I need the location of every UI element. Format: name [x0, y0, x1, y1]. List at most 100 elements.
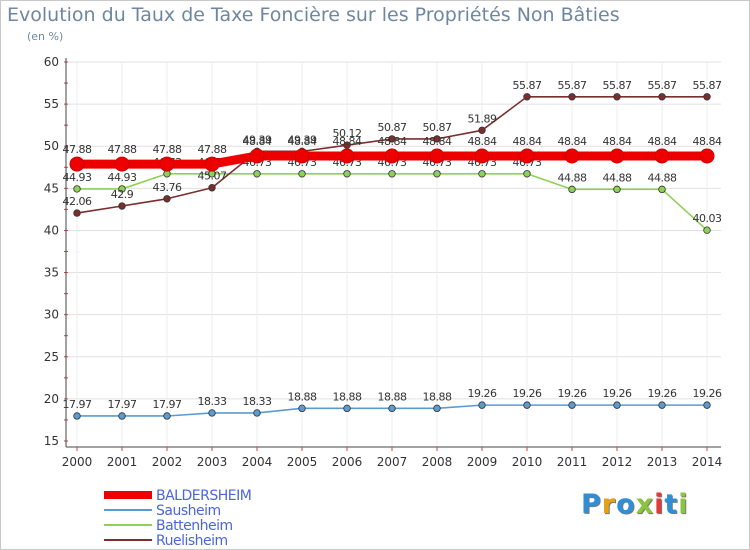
series-ruelisheim: 42.06 42.9 43.76 45.07 49.39 49.39 50.12 50.87 5…: [63, 79, 722, 217]
data-point: [204, 156, 220, 172]
data-point: [564, 148, 580, 164]
data-point: [73, 412, 81, 420]
data-point: [298, 170, 306, 178]
x-tick-label: 2003: [197, 455, 228, 469]
y-tick-label: 20: [44, 392, 59, 406]
data-label: 40.03: [693, 212, 722, 225]
data-label: 19.26: [603, 387, 632, 400]
x-tick-label: 2008: [422, 455, 453, 469]
x-tick-label: 2004: [242, 455, 273, 469]
data-label: 18.88: [333, 390, 362, 403]
logo-letter: x: [635, 489, 655, 520]
data-label: 48.84: [423, 135, 452, 148]
y-tick-label: 40: [44, 223, 59, 237]
data-point: [654, 148, 670, 164]
data-label: 55.87: [603, 79, 632, 92]
data-label: 47.88: [108, 143, 137, 156]
data-point: [699, 148, 715, 164]
data-label: 42.06: [63, 195, 92, 208]
data-label: 18.33: [243, 395, 272, 408]
data-label: 44.88: [603, 171, 632, 184]
data-point: [478, 401, 486, 409]
data-label: 48.84: [513, 135, 542, 148]
logo-letter: P: [581, 489, 602, 520]
logo-letter: t: [664, 489, 679, 520]
data-label: 55.87: [513, 79, 542, 92]
legend-label-sausheim: Sausheim: [156, 503, 221, 519]
data-label: 18.88: [288, 390, 317, 403]
series-baldersheim: 47.88 47.88 47.88 47.88 48.84 48.84 48.84 48.84…: [63, 135, 722, 172]
data-point: [118, 185, 126, 193]
data-point: [703, 226, 711, 234]
data-label: 47.88: [198, 143, 227, 156]
data-label: 44.88: [558, 171, 587, 184]
logo-letter: r: [601, 489, 617, 520]
data-label: 48.84: [288, 135, 317, 148]
data-label: 19.26: [693, 387, 722, 400]
data-point: [208, 184, 216, 192]
data-point: [429, 148, 445, 164]
data-label: 48.84: [693, 135, 722, 148]
data-point: [114, 156, 130, 172]
data-label: 48.84: [378, 135, 407, 148]
data-point: [658, 401, 666, 409]
gridlines: 15 20 25 30 35 40 45 50 55 60 2000 2001 2002 2003 2004…: [44, 55, 723, 469]
data-label: 42.9: [111, 188, 134, 201]
y-tick-label: 60: [44, 55, 59, 69]
data-point: [294, 148, 310, 164]
data-point: [69, 156, 85, 172]
data-point: [658, 93, 666, 101]
data-point: [253, 409, 261, 417]
data-point: [163, 412, 171, 420]
data-point: [523, 170, 531, 178]
data-label: 55.87: [558, 79, 587, 92]
data-label: 50.87: [378, 121, 407, 134]
data-point: [703, 401, 711, 409]
data-point: [339, 148, 355, 164]
data-point: [388, 170, 396, 178]
y-tick-label: 50: [44, 139, 59, 153]
data-label: 49.39: [288, 133, 317, 146]
x-tick-label: 2002: [152, 455, 183, 469]
data-point: [384, 148, 400, 164]
y-tick-label: 25: [44, 350, 59, 364]
series-sausheim: 17.97 17.97 17.97 18.33 18.33 18.88 18.88 18.88…: [63, 387, 722, 420]
data-point: [249, 148, 265, 164]
data-label: 43.76: [153, 181, 182, 194]
x-tick-label: 2010: [512, 455, 543, 469]
y-tick-label: 30: [44, 308, 59, 322]
data-label: 19.26: [468, 387, 497, 400]
data-point: [118, 202, 126, 210]
y-tick-label: 15: [44, 434, 59, 448]
data-label: 55.87: [693, 79, 722, 92]
data-point: [433, 135, 441, 143]
data-point: [433, 404, 441, 413]
data-point: [568, 185, 576, 194]
chart-subtitle: (en %): [27, 30, 64, 43]
data-label: 47.88: [153, 143, 182, 156]
data-point: [388, 404, 396, 413]
data-label: 48.84: [648, 135, 677, 148]
data-point: [613, 401, 621, 409]
data-point: [73, 185, 81, 193]
logo-letter: o: [616, 489, 636, 520]
data-label: 19.26: [558, 387, 587, 400]
data-label: 17.97: [63, 398, 92, 411]
data-label: 50.12: [333, 127, 362, 140]
data-label: 17.97: [108, 398, 137, 411]
data-label: 19.26: [648, 387, 677, 400]
data-label: 48.84: [243, 135, 272, 148]
data-label: 44.88: [648, 171, 677, 184]
data-point: [613, 93, 621, 101]
data-point: [73, 209, 81, 217]
data-point: [703, 93, 711, 101]
chart-title: Evolution du Taux de Taxe Foncière sur l…: [7, 4, 620, 26]
data-point: [433, 170, 441, 178]
x-tick-label: 2006: [332, 455, 363, 469]
x-tick-label: 2005: [287, 455, 318, 469]
x-tick-label: 2012: [602, 455, 633, 469]
data-point: [159, 156, 175, 172]
